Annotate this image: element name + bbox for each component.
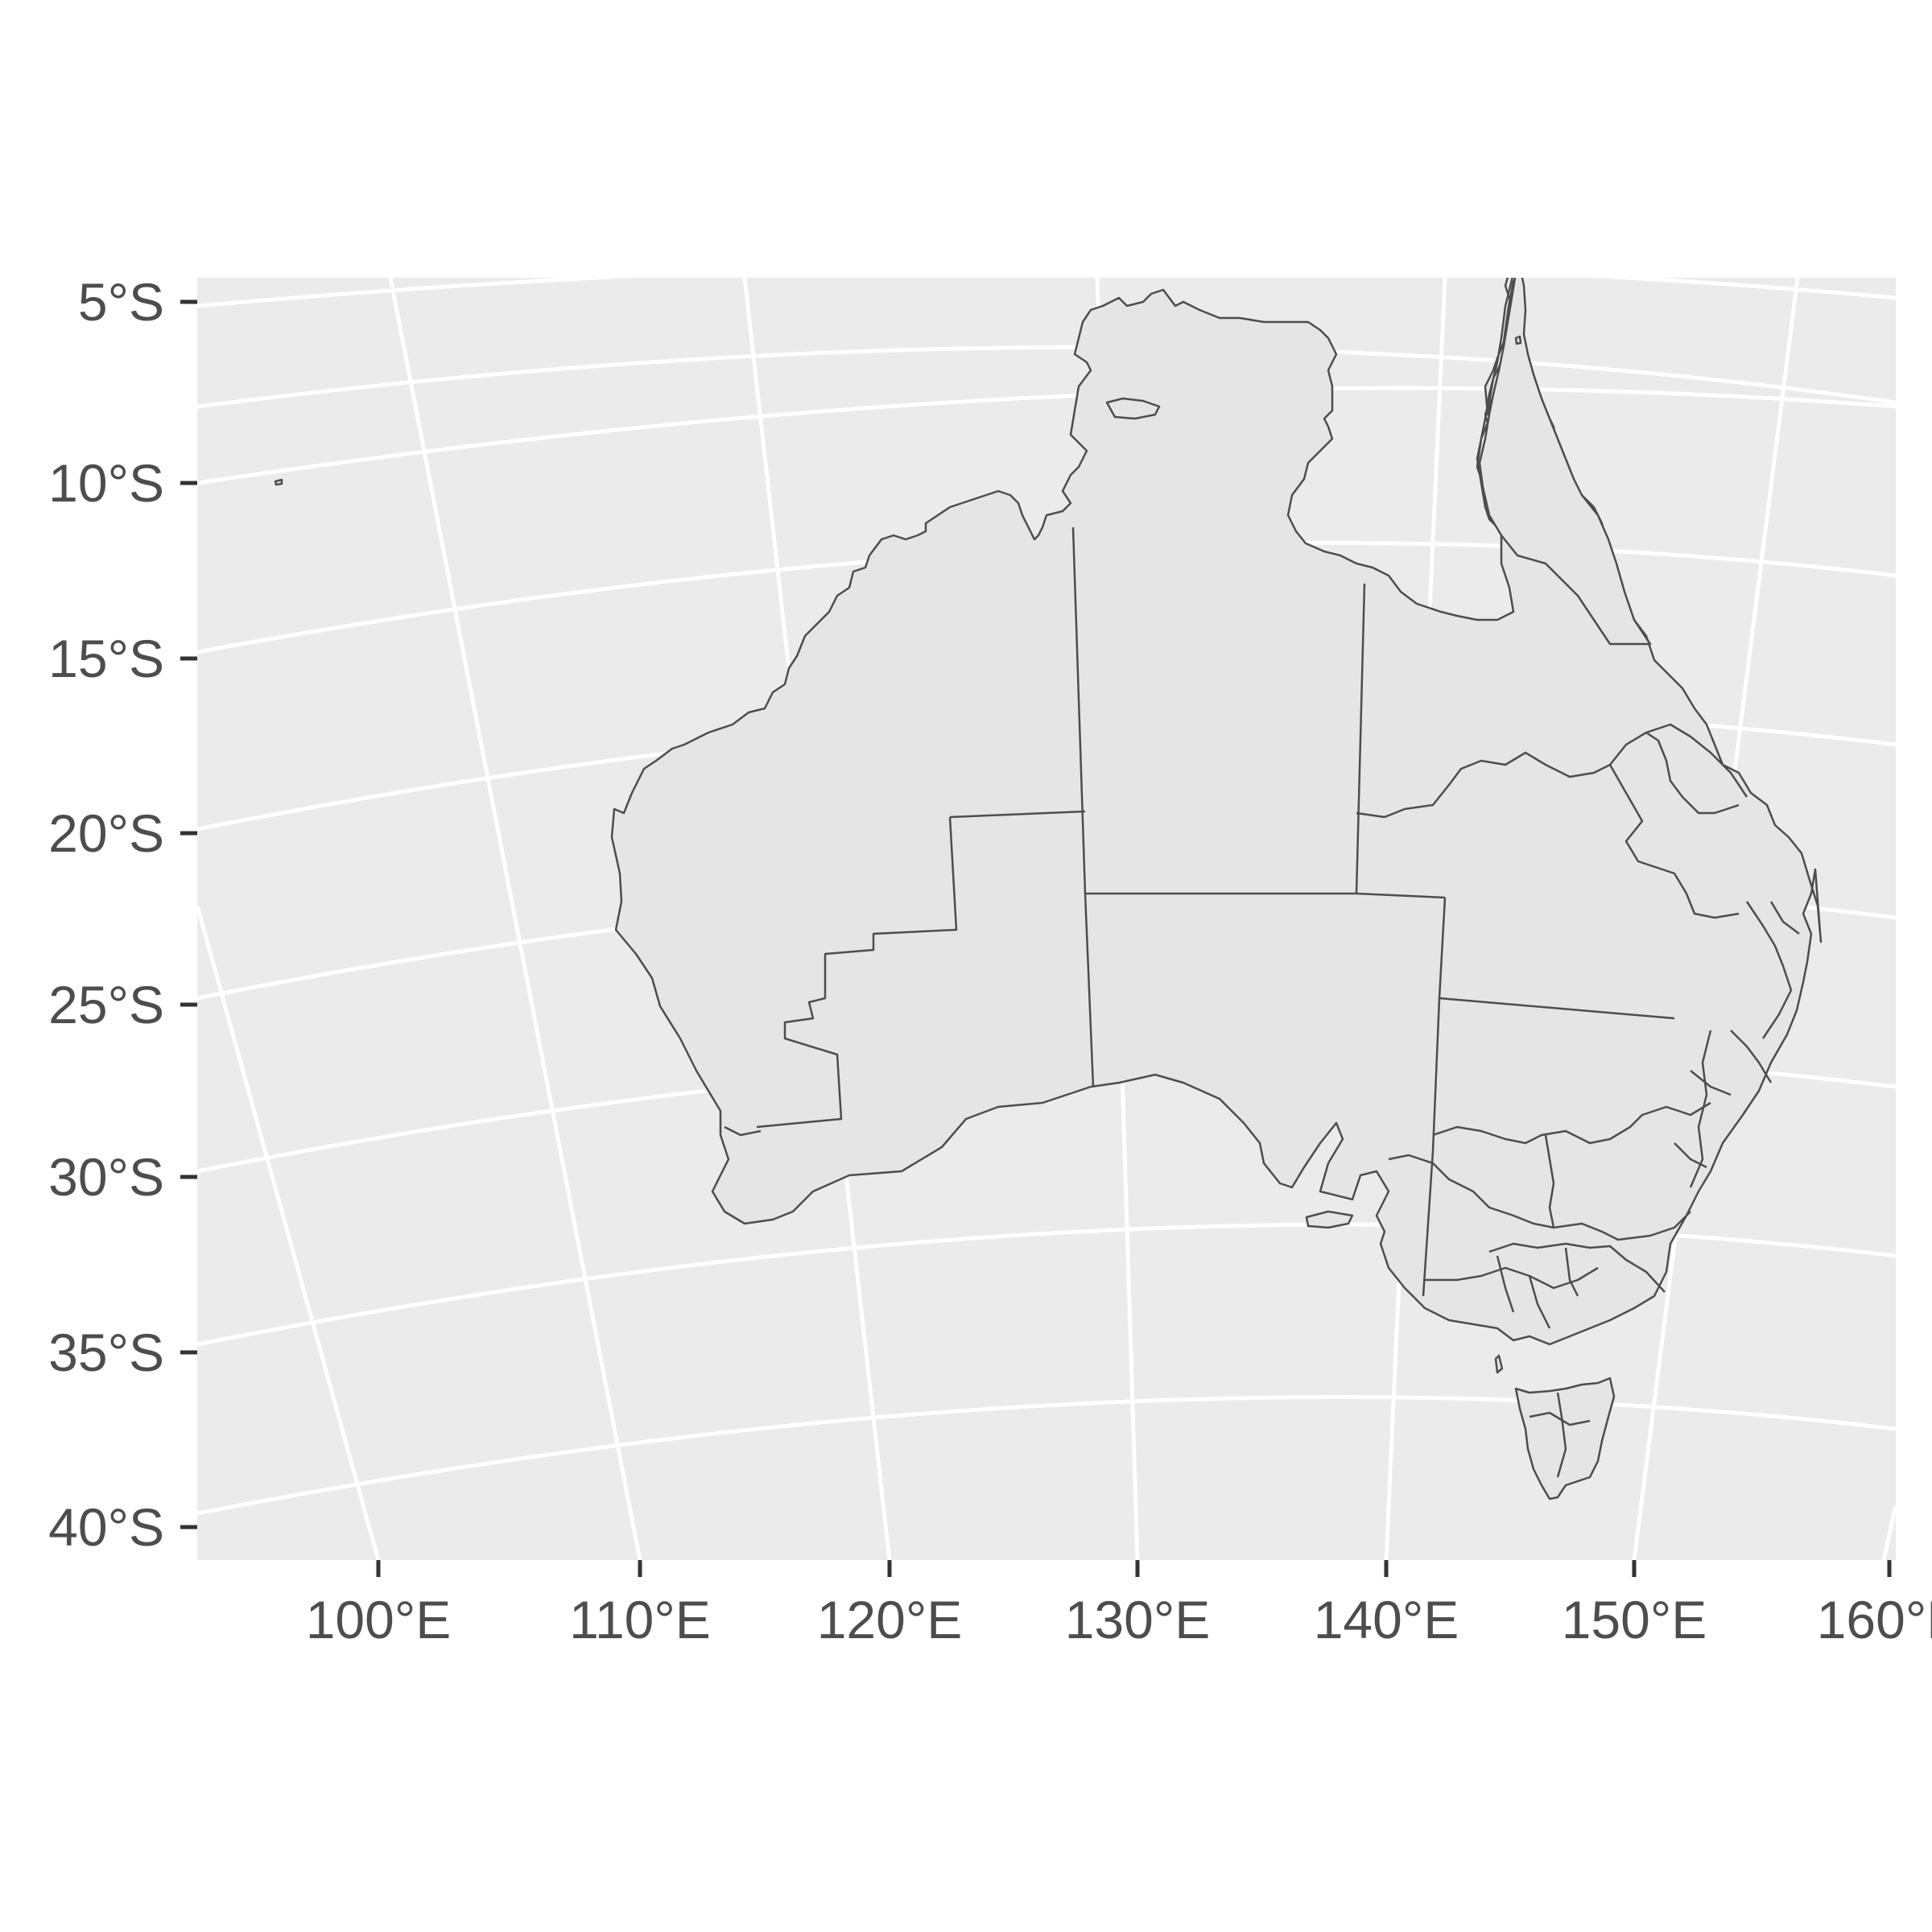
y-tick-label: 30°S (48, 1147, 164, 1207)
x-tick-label: 160°E (1817, 1590, 1932, 1649)
border-nsw-internal-2 (1388, 1154, 1691, 1241)
x-tick-label: 150°E (1562, 1590, 1707, 1649)
x-tick-label: 130°E (1065, 1590, 1211, 1649)
torres-islands (1514, 335, 1522, 345)
y-tick-label: 10°S (48, 453, 164, 513)
melville-island (1105, 397, 1161, 420)
border-qld-internal-3 (1645, 723, 1748, 798)
border-qld-internal-2 (1608, 764, 1740, 919)
border-nsw-coast-lga (1674, 1030, 1773, 1169)
border-nsw-internal (1432, 1101, 1711, 1145)
border-qld-coast-lga (1745, 901, 1800, 1039)
border-nt-sa (1085, 892, 1446, 899)
x-tick-label: 110°E (569, 1590, 711, 1649)
cape-york (1478, 278, 1652, 646)
y-tick-label: 25°S (48, 975, 164, 1034)
y-tick-label: 15°S (48, 629, 164, 688)
border-nsw-internal-3 (1544, 1134, 1555, 1228)
bass-strait-island (1494, 1354, 1504, 1374)
y-tick-label: 5°S (78, 272, 164, 332)
kangaroo-island (1305, 1210, 1354, 1229)
australia-map (274, 278, 1823, 1501)
border-vic-internal-2 (1496, 1247, 1579, 1329)
y-tick-label: 40°S (48, 1497, 164, 1557)
border-vic-nsw (1488, 1242, 1666, 1293)
border-qld-internal (1356, 731, 1740, 819)
border-vic-internal (1423, 1266, 1599, 1290)
border-wa-internal (949, 810, 1086, 819)
border-sa-nsw-vic (1422, 997, 1441, 1297)
x-axis: 100°E 110°E 120°E 130°E 140°E 150°E 160°… (306, 1560, 1932, 1649)
x-tick-label: 140°E (1314, 1590, 1459, 1649)
y-axis: 5°S 10°S 15°S 20°S 25°S 30°S 35°S 40°S (48, 272, 197, 1557)
border-nt-qld (1355, 583, 1366, 894)
border-wa-sw (724, 1125, 762, 1137)
christmas-island (274, 478, 283, 486)
graticule-lat-5 (197, 278, 1896, 308)
graticule-lon-110 (388, 278, 642, 1560)
border-tas-internal (1529, 1392, 1591, 1478)
x-tick-label: 120°E (817, 1590, 963, 1649)
y-tick-label: 35°S (48, 1323, 164, 1382)
border-wa-internal-2 (756, 816, 958, 1129)
y-tick-label: 20°S (48, 803, 164, 863)
x-tick-label: 100°E (306, 1590, 452, 1649)
graticule-lon-160 (1881, 1505, 1896, 1560)
graticule-lon-100 (197, 905, 381, 1560)
